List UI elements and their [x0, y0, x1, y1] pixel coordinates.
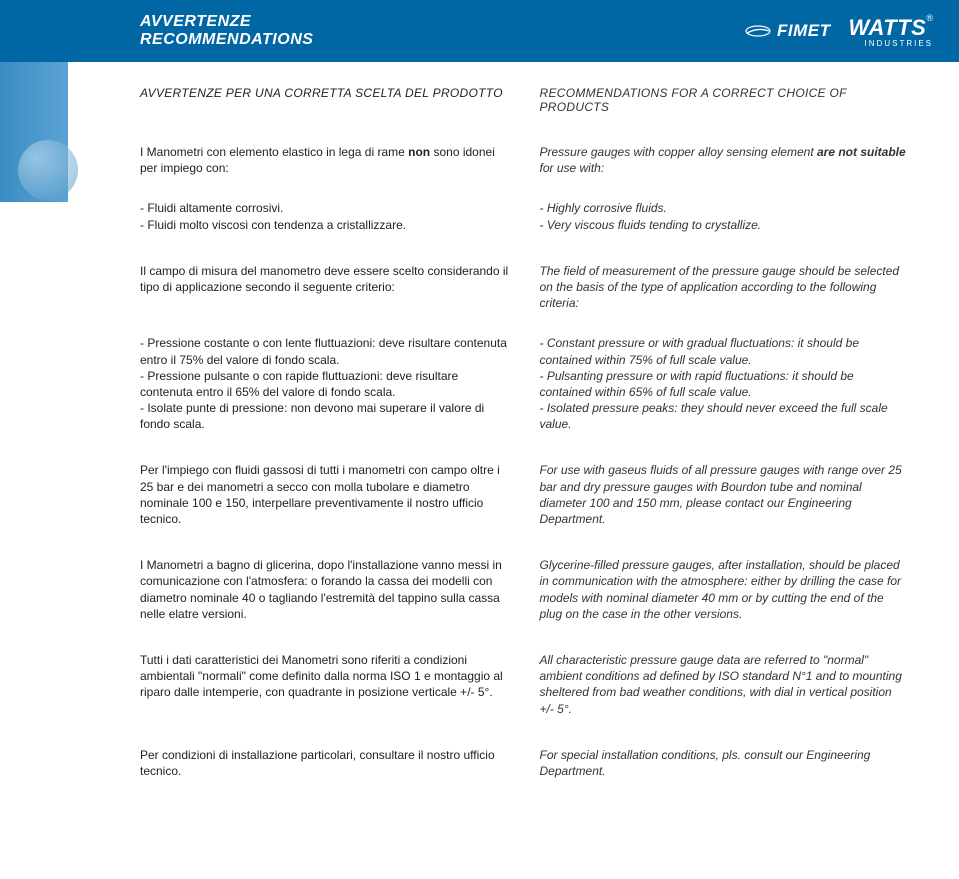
block-text-it: Tutti i dati caratteristici dei Manometr…	[140, 652, 510, 717]
block-text-en: - Constant pressure or with gradual fluc…	[540, 335, 910, 432]
watts-sub: INDUSTRIES	[865, 39, 933, 48]
block-text-en: For special installation conditions, pls…	[540, 747, 910, 779]
header-title-en: RECOMMENDATIONS	[140, 31, 313, 49]
watts-text: WATTS	[849, 15, 927, 41]
watts-logo: WATTS ® INDUSTRIES	[849, 15, 934, 48]
subhead-en: RECOMMENDATIONS FOR A CORRECT CHOICE OF …	[540, 86, 910, 114]
swoosh-icon	[745, 24, 771, 38]
block-text-it: Il campo di misura del manometro deve es…	[140, 263, 510, 312]
block-text-en: For use with gaseus fluids of all pressu…	[540, 462, 910, 527]
block-row: - Fluidi altamente corrosivi. - Fluidi m…	[140, 200, 909, 232]
block-text-en: Glycerine-filled pressure gauges, after …	[540, 557, 910, 622]
subhead-row: AVVERTENZE PER UNA CORRETTA SCELTA DEL P…	[140, 86, 909, 114]
watts-tm: ®	[926, 13, 933, 23]
block-text-en: Pressure gauges with copper alloy sensin…	[540, 144, 910, 176]
block-text-it: Per condizioni di installazione particol…	[140, 747, 510, 779]
block-row: I Manometri con elemento elastico in leg…	[140, 144, 909, 176]
block-row: Tutti i dati caratteristici dei Manometr…	[140, 652, 909, 717]
block-row: Il campo di misura del manometro deve es…	[140, 263, 909, 312]
block-row: - Pressione costante o con lente fluttua…	[140, 335, 909, 432]
block-text-it: Per l'impiego con fluidi gassosi di tutt…	[140, 462, 510, 527]
block-text-en: All characteristic pressure gauge data a…	[540, 652, 910, 717]
fimet-text: FIMET	[777, 21, 831, 41]
header-logos: FIMET WATTS ® INDUSTRIES	[745, 15, 959, 48]
block-text-en: The field of measurement of the pressure…	[540, 263, 910, 312]
subhead-it: AVVERTENZE PER UNA CORRETTA SCELTA DEL P…	[140, 86, 510, 114]
block-row: Per l'impiego con fluidi gassosi di tutt…	[140, 462, 909, 527]
block-text-en: - Highly corrosive fluids. - Very viscou…	[540, 200, 910, 232]
fimet-logo: FIMET	[745, 21, 831, 41]
header-title-it: AVVERTENZE	[140, 13, 313, 31]
block-row: Per condizioni di installazione particol…	[140, 747, 909, 779]
page-header: AVVERTENZE RECOMMENDATIONS FIMET WATTS ®…	[0, 0, 959, 62]
blocks-container: I Manometri con elemento elastico in leg…	[140, 144, 909, 779]
block-text-it: I Manometri a bagno di glicerina, dopo l…	[140, 557, 510, 622]
block-text-it: I Manometri con elemento elastico in leg…	[140, 144, 510, 176]
block-text-it: - Fluidi altamente corrosivi. - Fluidi m…	[140, 200, 510, 232]
page-content: 6 AVVERTENZE PER UNA CORRETTA SCELTA DEL…	[0, 62, 959, 843]
block-row: I Manometri a bagno di glicerina, dopo l…	[140, 557, 909, 622]
header-titles: AVVERTENZE RECOMMENDATIONS	[140, 13, 313, 49]
block-text-it: - Pressione costante o con lente fluttua…	[140, 335, 510, 432]
